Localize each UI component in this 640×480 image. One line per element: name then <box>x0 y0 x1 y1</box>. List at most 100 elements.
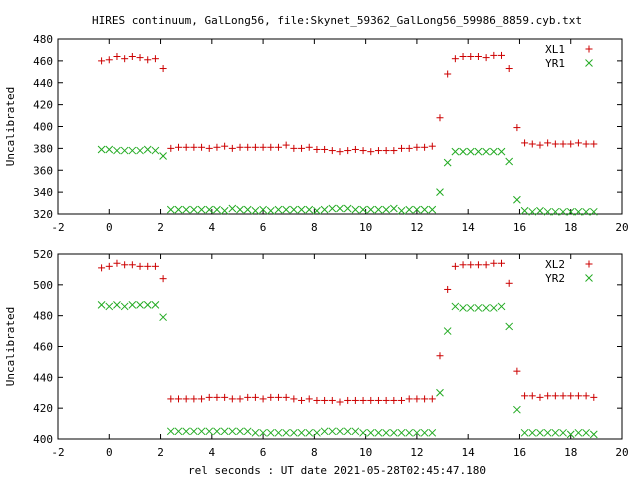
data-point <box>136 301 144 309</box>
legend-label: XL2 <box>545 258 565 271</box>
data-point <box>528 140 536 148</box>
data-point <box>205 427 214 436</box>
data-point <box>151 146 160 155</box>
data-point <box>221 142 229 150</box>
data-point <box>136 54 144 62</box>
data-point <box>151 55 159 63</box>
data-point <box>159 275 167 283</box>
data-point <box>198 395 206 403</box>
data-point <box>259 205 267 214</box>
data-point <box>589 430 598 439</box>
data-point <box>298 144 306 152</box>
data-point <box>151 262 159 270</box>
data-point <box>374 428 383 437</box>
y-tick-label: 420 <box>33 99 53 112</box>
data-point <box>213 427 221 436</box>
data-point <box>498 259 506 267</box>
data-point <box>344 396 352 404</box>
y-tick-label: 360 <box>33 164 53 177</box>
data-point <box>190 143 198 151</box>
x-tick-label: 18 <box>564 446 577 459</box>
data-point <box>336 204 344 213</box>
data-point <box>251 206 260 215</box>
data-point <box>190 395 198 403</box>
data-point <box>567 392 575 400</box>
data-point <box>367 396 375 404</box>
x-tick-label: 12 <box>410 221 423 234</box>
data-point <box>205 205 214 214</box>
data-point <box>305 395 313 403</box>
y-tick-label: 520 <box>33 248 53 261</box>
data-point <box>274 143 282 151</box>
data-point <box>382 428 390 437</box>
data-point <box>136 146 144 155</box>
data-point <box>343 427 352 436</box>
data-point <box>436 388 444 397</box>
data-point <box>166 205 175 214</box>
x-tick-label: 2 <box>157 221 164 234</box>
x-tick-label: 4 <box>209 221 216 234</box>
data-point <box>236 143 244 151</box>
data-point <box>466 304 475 312</box>
data-point <box>459 304 467 312</box>
data-point <box>197 427 206 436</box>
x-tick-label: 14 <box>462 221 476 234</box>
data-point <box>497 302 506 311</box>
data-point <box>444 70 452 78</box>
data-point <box>259 395 267 403</box>
data-point <box>221 393 229 401</box>
data-point <box>167 395 175 403</box>
data-point <box>213 143 221 151</box>
data-point <box>436 352 444 360</box>
data-point <box>559 392 567 400</box>
data-point <box>174 395 182 403</box>
data-point <box>290 144 298 152</box>
data-point <box>251 393 259 401</box>
data-point <box>336 398 344 406</box>
y-tick-label: 500 <box>33 279 53 292</box>
data-point <box>559 140 567 148</box>
data-point <box>505 65 513 73</box>
y-tick-label: 460 <box>33 341 53 354</box>
x-tick-label: 16 <box>513 221 526 234</box>
data-point <box>313 206 321 215</box>
data-point <box>105 56 113 64</box>
data-point <box>143 301 152 309</box>
data-point <box>182 205 191 214</box>
top-panel: -2 0 2 4 6 8 10 12 14 16 18 20 320 340 360 380 400 420 440… <box>4 33 629 234</box>
data-point <box>244 143 252 151</box>
y-tick-label: 320 <box>33 208 53 221</box>
data-point <box>113 301 121 309</box>
data-point <box>144 56 152 64</box>
data-point <box>398 144 406 152</box>
data-point <box>582 207 590 216</box>
y-tick-label: 340 <box>33 186 53 199</box>
data-point <box>297 428 306 437</box>
x-tick-label: 12 <box>410 446 423 459</box>
data-point <box>505 157 514 166</box>
data-point <box>274 428 283 437</box>
data-point <box>359 205 367 214</box>
data-point <box>351 145 359 153</box>
chart-title: HIRES continuum, GalLong56, file:Skynet_… <box>92 14 582 27</box>
x-tick-label: 6 <box>260 221 267 234</box>
y-tick-label: 440 <box>33 371 53 384</box>
data-point <box>482 147 490 156</box>
data-point <box>474 304 483 312</box>
x-tick-label: 10 <box>359 446 372 459</box>
data-point <box>390 396 398 404</box>
x-tick-label: 8 <box>311 446 318 459</box>
data-point <box>182 143 190 151</box>
data-point <box>413 205 421 214</box>
data-point <box>567 140 575 148</box>
data-point <box>274 205 283 214</box>
y-tick-label: 460 <box>33 55 53 68</box>
data-point <box>467 261 475 269</box>
data-point <box>320 427 329 436</box>
y-tick-label: 400 <box>33 433 53 446</box>
data-point <box>351 396 359 404</box>
data-point <box>490 259 498 267</box>
x-tick-label: 16 <box>513 446 526 459</box>
data-point <box>228 395 236 403</box>
data-point <box>305 143 313 151</box>
